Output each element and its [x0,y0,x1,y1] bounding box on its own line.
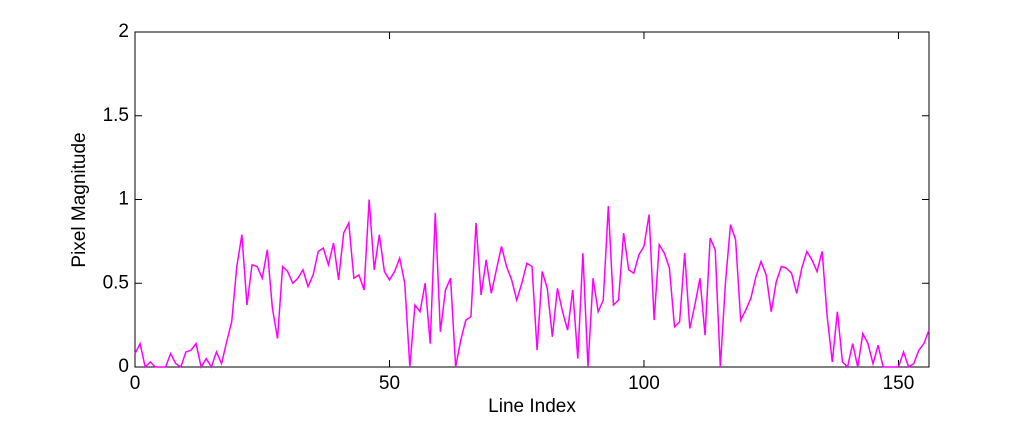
y-tick-label: 0 [118,356,129,377]
y-tick-label: 1.5 [103,105,129,126]
x-axis-label: Line Index [488,396,576,417]
x-tick-label: 50 [379,373,400,394]
y-tick-label: 0.5 [103,272,129,293]
y-axis-label: Pixel Magnitude [69,132,90,267]
x-tick-label: 100 [628,373,660,394]
y-tick-label: 2 [118,21,129,42]
x-tick-label: 0 [130,373,141,394]
plot-frame [134,31,930,368]
data-line [134,199,930,369]
x-tick-label: 150 [883,373,915,394]
y-tick-label: 1 [118,189,129,210]
